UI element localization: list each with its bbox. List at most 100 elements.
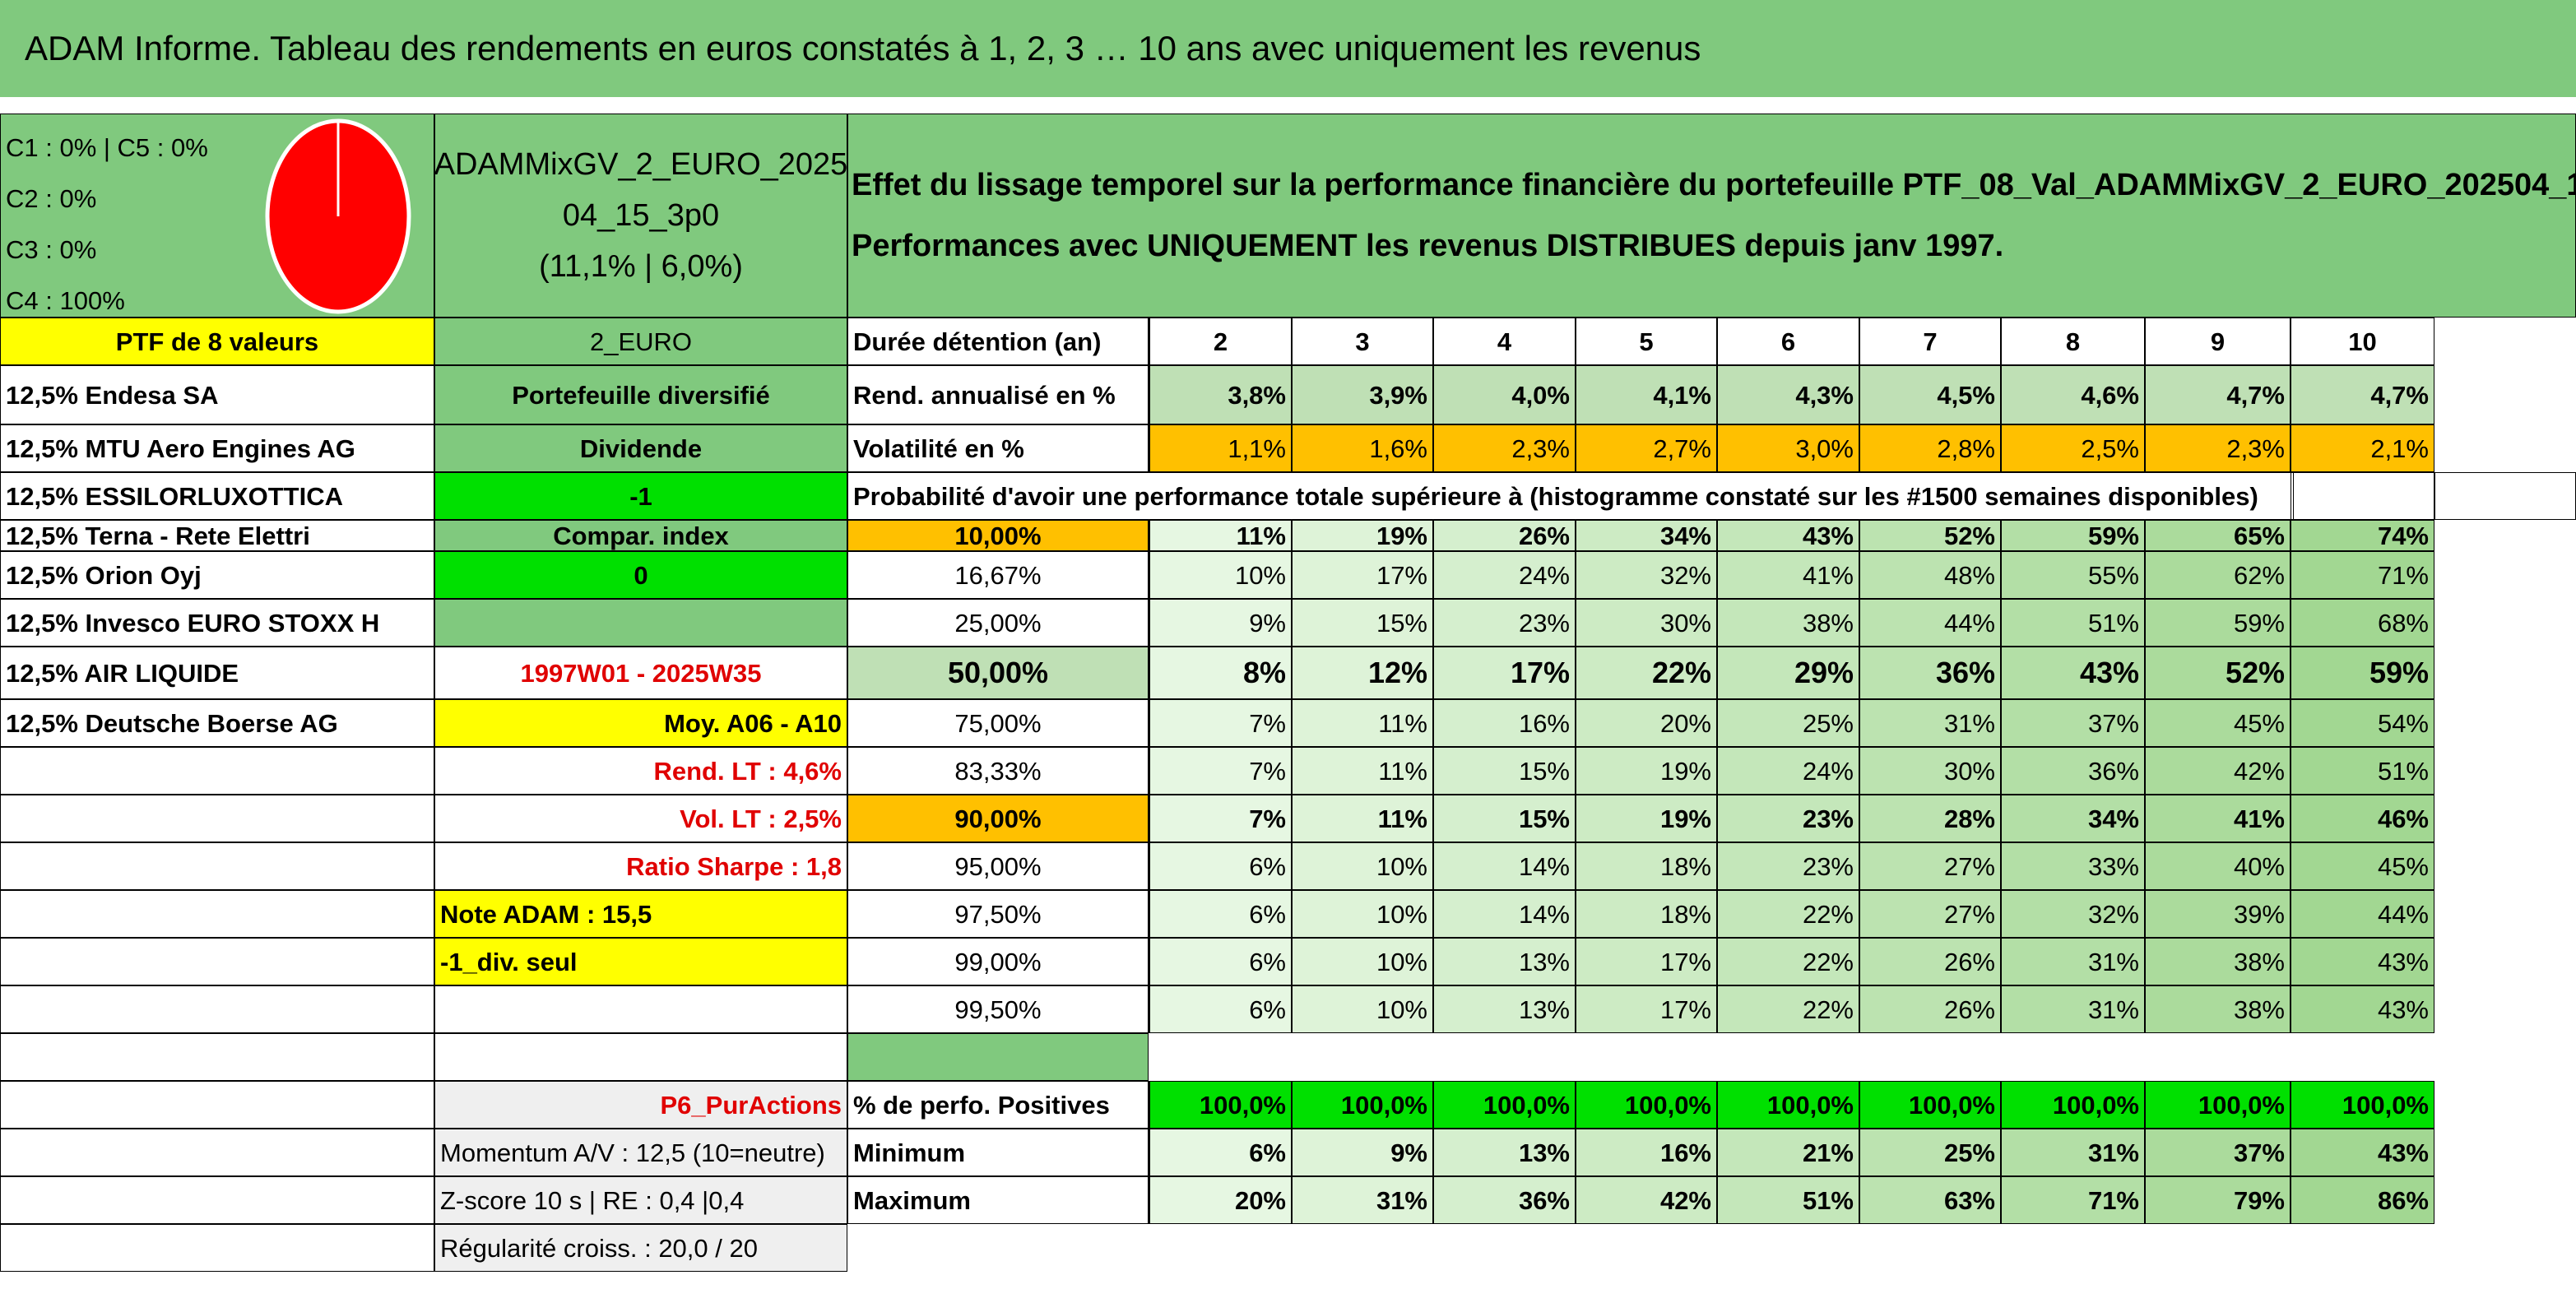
pos-value: 100,0% <box>1292 1081 1433 1129</box>
empty-cell <box>2291 472 2434 520</box>
p6-label: P6_PurActions <box>434 1081 847 1129</box>
vol-value: 3,0% <box>1717 424 1859 472</box>
vol-value: 2,3% <box>2145 424 2291 472</box>
empty-cell <box>434 985 847 1033</box>
compar-label: Compar. index <box>434 520 847 551</box>
quantile-value: 37% <box>2001 699 2145 747</box>
quantile-value: 10% <box>1292 938 1433 985</box>
class-line-3: C3 : 0% <box>6 235 97 264</box>
year-header: 5 <box>1576 318 1717 365</box>
quantile-label: 99,00% <box>847 938 1149 985</box>
period-label: 1997W01 - 2025W35 <box>434 647 847 699</box>
quantile-value: 44% <box>2291 890 2434 938</box>
rend-label: Rend. annualisé en % <box>847 365 1149 424</box>
vol-value: 1,6% <box>1292 424 1433 472</box>
quantile-value: 14% <box>1433 842 1576 890</box>
moy-label: Moy. A06 - A10 <box>434 699 847 747</box>
quantile-value: 17% <box>1576 985 1717 1033</box>
quantile-value: 59% <box>2001 520 2145 551</box>
rend-value: 4,7% <box>2291 365 2434 424</box>
fund-stats: (11,1% | 6,0%) <box>539 249 743 284</box>
pos-value: 100,0% <box>2291 1081 2434 1129</box>
quantile-value: 11% <box>1292 795 1433 842</box>
quantile-value: 7% <box>1149 747 1292 795</box>
quantile-value: 65% <box>2145 520 2291 551</box>
quantile-value: 20% <box>1576 699 1717 747</box>
quantile-value: 27% <box>1859 890 2001 938</box>
holding-row: 12,5% Orion Oyj <box>0 551 434 599</box>
empty-cell <box>0 1176 434 1224</box>
fund-name-line-2: 04_15_3p0 <box>562 198 720 233</box>
quantile-value: 19% <box>1576 795 1717 842</box>
vol-value: 1,1% <box>1149 424 1292 472</box>
min-value: 37% <box>2145 1129 2291 1176</box>
quantile-value: 62% <box>2145 551 2291 599</box>
quantile-value: 6% <box>1149 890 1292 938</box>
quantile-value: 31% <box>2001 985 2145 1033</box>
quantile-value: 45% <box>2145 699 2291 747</box>
quantile-value: 10% <box>1149 551 1292 599</box>
class-line-4: C4 : 100% <box>6 286 125 315</box>
year-header: 9 <box>2145 318 2291 365</box>
year-header: 6 <box>1717 318 1859 365</box>
rend-value: 4,0% <box>1433 365 1576 424</box>
quantile-value: 34% <box>2001 795 2145 842</box>
quantile-value: 26% <box>1859 938 2001 985</box>
min-value: 31% <box>2001 1129 2145 1176</box>
quantile-value: 10% <box>1292 842 1433 890</box>
quantile-value: 55% <box>2001 551 2145 599</box>
min-value: 9% <box>1292 1129 1433 1176</box>
quantile-value: 13% <box>1433 938 1576 985</box>
quantile-value: 6% <box>1149 985 1292 1033</box>
quantile-value: 43% <box>2291 985 2434 1033</box>
vol-lt: Vol. LT : 2,5% <box>434 795 847 842</box>
quantile-value: 23% <box>1717 795 1859 842</box>
quantile-value: 41% <box>2145 795 2291 842</box>
pos-value: 100,0% <box>1859 1081 2001 1129</box>
quantile-value: 8% <box>1149 647 1292 699</box>
quantile-value: 22% <box>1717 938 1859 985</box>
quantile-value: 12% <box>1292 647 1433 699</box>
quantile-label: 50,00% <box>847 647 1149 699</box>
empty-cell <box>0 890 434 938</box>
quantile-label: 10,00% <box>847 520 1149 551</box>
quantile-value: 30% <box>1576 599 1717 647</box>
pos-label: % de perfo. Positives <box>847 1081 1149 1129</box>
quantile-value: 32% <box>2001 890 2145 938</box>
year-header: 7 <box>1859 318 2001 365</box>
quantile-value: 36% <box>1859 647 2001 699</box>
quantile-value: 18% <box>1576 842 1717 890</box>
dividend-value: -1 <box>434 472 847 520</box>
pos-value: 100,0% <box>1149 1081 1292 1129</box>
empty-cell <box>0 985 434 1033</box>
empty-cell <box>0 1129 434 1176</box>
quantile-value: 38% <box>1717 599 1859 647</box>
quantile-value: 10% <box>1292 890 1433 938</box>
probability-label: Probabilité d'avoir une performance tota… <box>847 472 2294 520</box>
quantile-value: 48% <box>1859 551 2001 599</box>
quantile-value: 17% <box>1433 647 1576 699</box>
quantile-value: 45% <box>2291 842 2434 890</box>
quantile-value: 51% <box>2001 599 2145 647</box>
pos-value: 100,0% <box>1717 1081 1859 1129</box>
quantile-value: 51% <box>2291 747 2434 795</box>
quantile-value: 26% <box>1433 520 1576 551</box>
min-value: 43% <box>2291 1129 2434 1176</box>
vol-value: 2,8% <box>1859 424 2001 472</box>
rend-value: 3,9% <box>1292 365 1433 424</box>
rend-value: 4,6% <box>2001 365 2145 424</box>
quantile-value: 11% <box>1149 520 1292 551</box>
empty-cell <box>0 842 434 890</box>
quantile-label: 97,50% <box>847 890 1149 938</box>
allocation-pie-chart <box>265 118 411 314</box>
quantile-value: 19% <box>1576 747 1717 795</box>
rend-value: 4,5% <box>1859 365 2001 424</box>
quantile-label: 16,67% <box>847 551 1149 599</box>
max-value: 20% <box>1149 1176 1292 1224</box>
quantile-value: 33% <box>2001 842 2145 890</box>
quantile-value: 13% <box>1433 985 1576 1033</box>
empty-cell <box>434 1033 847 1081</box>
empty-cell <box>0 938 434 985</box>
currency-label: 2_EURO <box>434 318 847 365</box>
